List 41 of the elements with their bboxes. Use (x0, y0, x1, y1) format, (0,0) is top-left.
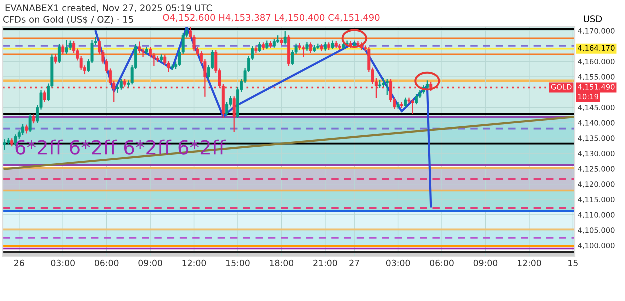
candlestick (54, 53, 58, 64)
x-tick-label: 26 (14, 260, 24, 266)
candlestick (302, 45, 306, 58)
x-tick-label: 15:00 (226, 260, 250, 266)
x-tick-label: 21:00 (314, 260, 338, 266)
candlestick (68, 40, 72, 51)
candlestick (430, 81, 433, 92)
candlestick (411, 98, 414, 115)
y-axis-title: USD (584, 16, 602, 22)
x-tick-label: 27 (350, 260, 360, 266)
candlestick (65, 40, 68, 55)
candlestick (28, 114, 32, 133)
candlestick (120, 78, 123, 90)
candlestick (3, 138, 6, 151)
x-tick-label: 06:00 (430, 260, 454, 266)
chart-title: CFDs on Gold (US$ / OZ) · 15 (4, 16, 134, 24)
candlestick (22, 124, 25, 136)
x-tick-label: 12:00 (182, 260, 206, 266)
x-tick-label: 15 (568, 260, 578, 266)
text: EVANABEX1 created, Nov 27, 2025 05:19 UTC (6, 4, 212, 12)
candlestick (232, 96, 236, 133)
x-tick-label: 09:00 (138, 260, 162, 266)
candlestick (43, 90, 46, 103)
candlestick (415, 94, 418, 106)
x-tick-label: 09:00 (474, 260, 498, 266)
candlestick (62, 44, 65, 56)
candlestick (58, 44, 61, 64)
candlestick (404, 97, 408, 108)
candlestick (386, 78, 389, 96)
x-tick-label: 03:00 (386, 260, 410, 266)
candlestick (284, 30, 287, 46)
x-tick-label: 18:00 (270, 260, 294, 266)
candlestick (14, 134, 18, 147)
candlestick (426, 80, 429, 90)
text: O4,152.600 H4,153.387 L4,150.400 C4,151.490 (163, 14, 380, 22)
x-tick-label: 03:00 (51, 260, 75, 266)
x-tick-label: 12:00 (518, 260, 542, 266)
x-tick-label: 06:00 (94, 260, 119, 266)
candlestick (258, 42, 262, 54)
candlestick (309, 42, 312, 54)
candlestick (138, 41, 142, 54)
